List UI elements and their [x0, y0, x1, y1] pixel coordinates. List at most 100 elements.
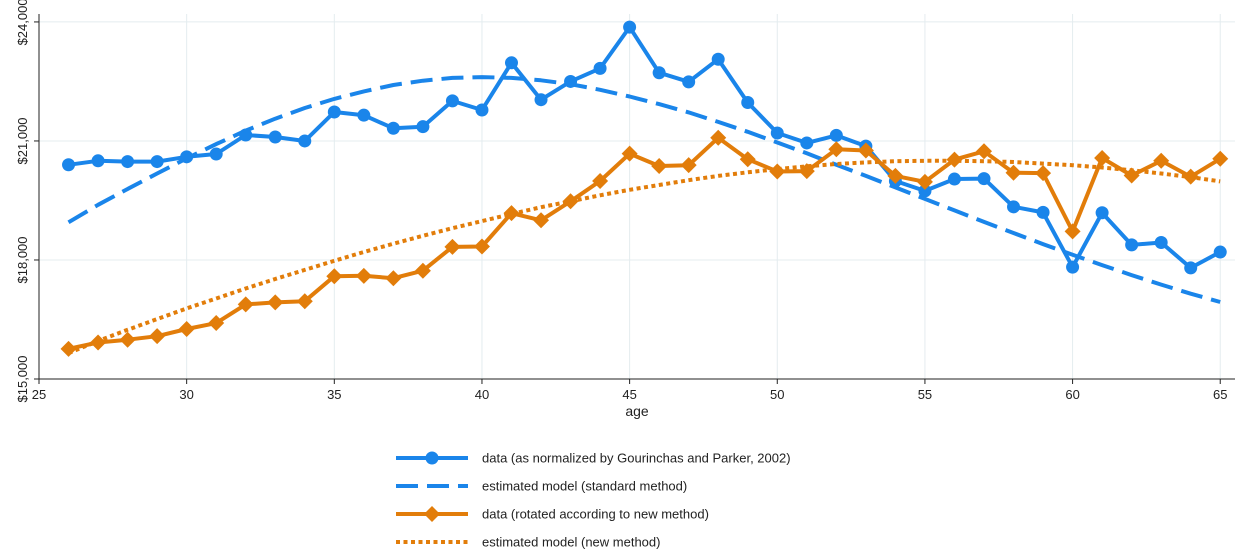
data-point	[1066, 260, 1080, 274]
data-point	[534, 93, 548, 107]
legend-marker	[424, 506, 440, 522]
data-point	[947, 172, 961, 186]
data-point	[800, 136, 814, 150]
data-point	[326, 268, 343, 285]
legend-label: estimated model (new method)	[482, 535, 660, 550]
data-point	[770, 126, 784, 140]
data-point	[267, 294, 284, 311]
x-tick-label: 25	[32, 387, 46, 402]
legend-label: data (rotated according to new method)	[482, 507, 709, 522]
legend-label: data (as normalized by Gourinchas and Pa…	[482, 451, 791, 466]
data-point	[680, 157, 697, 174]
data-point	[90, 334, 107, 351]
x-tick-label: 55	[918, 387, 932, 402]
data-point	[621, 145, 638, 162]
data-point	[887, 167, 904, 184]
data-point	[623, 20, 637, 34]
x-axis-title: age	[625, 403, 649, 419]
data-point	[503, 205, 520, 222]
data-point	[710, 129, 727, 146]
data-point	[1007, 200, 1021, 214]
data-point	[857, 142, 874, 159]
data-point	[416, 120, 430, 134]
data-point	[918, 184, 932, 198]
data-point	[149, 328, 166, 345]
data-point	[1005, 164, 1022, 181]
data-point	[1182, 168, 1199, 185]
legend: data (as normalized by Gourinchas and Pa…	[396, 451, 791, 550]
data-point	[533, 212, 550, 229]
data-point	[91, 154, 105, 168]
tick-labels: 25 30 35 40 45 50 55 60 65 $15,000 $18,000 $21,000 $…	[15, 0, 1227, 403]
data-point	[1094, 150, 1111, 167]
x-tick-label: 60	[1065, 387, 1079, 402]
data-point	[916, 173, 933, 190]
data-point	[652, 66, 666, 80]
data-point	[327, 105, 341, 119]
data-point	[1153, 152, 1170, 169]
data-point	[829, 128, 843, 142]
series-line	[68, 25, 1222, 270]
y-tick-label: $18,000	[15, 236, 30, 283]
x-tick-label: 30	[179, 387, 193, 402]
data-point	[592, 173, 609, 190]
data-point	[414, 262, 431, 279]
x-tick-label: 45	[622, 387, 636, 402]
data-point	[651, 157, 668, 174]
y-tick-label: $24,000	[15, 0, 30, 45]
series-line	[68, 135, 1222, 351]
data-point	[741, 95, 755, 109]
data-point	[1212, 150, 1229, 167]
data-point	[1035, 165, 1052, 182]
data-point	[1154, 236, 1168, 250]
data-point	[975, 143, 992, 160]
axes	[38, 14, 1235, 380]
data-point	[473, 238, 490, 255]
data-point	[296, 293, 313, 310]
x-tick-label: 65	[1213, 387, 1227, 402]
data-point	[209, 147, 223, 161]
legend-item-3: estimated model (new method)	[396, 535, 660, 550]
data-point	[1064, 223, 1081, 240]
y-tick-label: $21,000	[15, 117, 30, 164]
data-point	[121, 155, 135, 169]
data-point	[1095, 206, 1109, 220]
data-point	[444, 238, 461, 255]
data-point	[1123, 167, 1140, 184]
data-point	[208, 315, 225, 332]
data-point	[475, 103, 489, 117]
x-tick-label: 40	[475, 387, 489, 402]
data-point	[239, 128, 253, 142]
data-point	[564, 74, 578, 88]
data-point	[946, 151, 963, 168]
data-point	[1184, 261, 1198, 275]
series-3	[67, 158, 1221, 356]
data-point	[62, 158, 76, 172]
data-point	[385, 270, 402, 287]
data-point	[977, 172, 991, 186]
data-point	[237, 296, 254, 313]
data-point	[682, 75, 696, 89]
data-point	[178, 321, 195, 338]
data-point	[386, 121, 400, 135]
data-point	[828, 141, 845, 158]
data-point	[798, 163, 815, 180]
data-point	[593, 61, 607, 75]
data-point	[769, 163, 786, 180]
data-point	[562, 193, 579, 210]
data-point	[180, 150, 194, 164]
data-point	[1213, 245, 1227, 259]
legend-item-2: data (rotated according to new method)	[396, 506, 709, 522]
series-layer	[60, 20, 1229, 357]
legend-label: estimated model (standard method)	[482, 479, 687, 494]
legend-marker	[425, 451, 439, 465]
data-point	[268, 130, 282, 144]
series-line	[67, 158, 1221, 356]
data-point	[355, 267, 372, 284]
series-0	[62, 20, 1227, 275]
data-point	[504, 56, 518, 70]
data-point	[1036, 205, 1050, 219]
